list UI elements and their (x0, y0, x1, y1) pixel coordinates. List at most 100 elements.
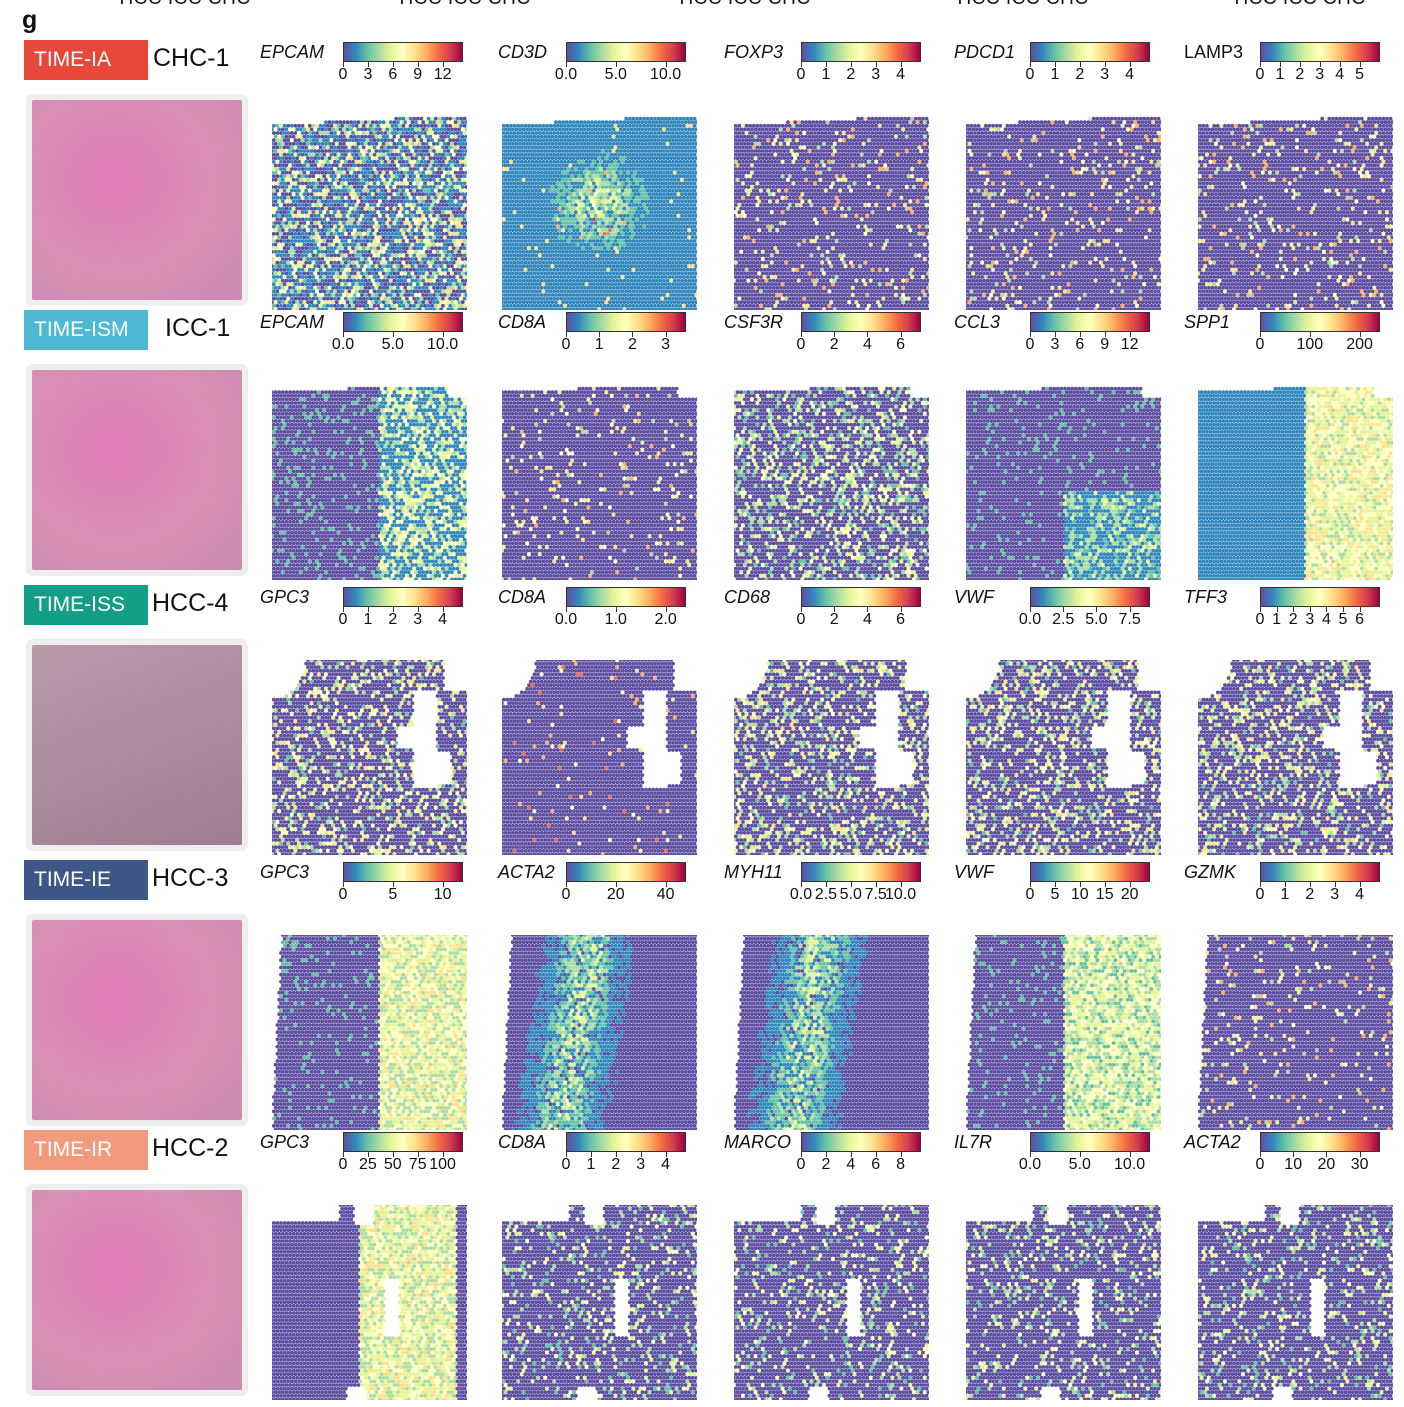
colorbar-tick-label: 6 (1355, 611, 1364, 629)
sample-name: HCC-2 (152, 1134, 228, 1163)
colorbar-tick-label: 1.0 (605, 611, 627, 629)
colorbar-tick-label: 1 (595, 336, 604, 354)
spatial-expression-map (1198, 115, 1393, 310)
spatial-expression-map (272, 935, 467, 1130)
colorbar-tick-label: 20 (1121, 886, 1139, 904)
colorbar-tick-label: 5.0 (1085, 611, 1107, 629)
gene-label: FOXP3 (724, 42, 783, 63)
colorbar (1260, 42, 1380, 62)
colorbar (1030, 1132, 1150, 1152)
he-stain-image (32, 920, 242, 1120)
column-group-header: HCC ICC CHC (1210, 0, 1390, 12)
spatial-expression-map (502, 385, 697, 580)
colorbar (566, 1132, 686, 1152)
gene-label: GPC3 (260, 862, 309, 883)
sample-name: HCC-3 (152, 864, 228, 893)
spatial-expression-map (966, 1205, 1161, 1400)
colorbar (801, 42, 921, 62)
colorbar-tick-label: 2 (628, 336, 637, 354)
colorbar-tick-label: 0.0 (332, 336, 354, 354)
gene-label: PDCD1 (954, 42, 1015, 63)
spatial-expression-map (1198, 935, 1393, 1130)
colorbar-tick-label: 1 (586, 1156, 595, 1174)
time-subtype-badge: TIME-IR (24, 1130, 148, 1170)
colorbar-tick-label: 12 (1121, 336, 1139, 354)
colorbar-tick-label: 9 (1100, 336, 1109, 354)
colorbar-tick-label: 40 (657, 886, 675, 904)
colorbar-tick-label: 4 (846, 1156, 855, 1174)
colorbar-tick-label: 0 (339, 1156, 348, 1174)
colorbar (1030, 587, 1150, 607)
colorbar-tick-label: 0 (797, 66, 806, 84)
gene-label: CD8A (498, 1132, 546, 1153)
colorbar-tick-label: 200 (1346, 336, 1373, 354)
gene-label: SPP1 (1184, 312, 1230, 333)
colorbar-tick-label: 5 (1050, 886, 1059, 904)
colorbar-tick-label: 7.5 (865, 886, 887, 904)
colorbar (343, 312, 463, 332)
colorbar-tick-label: 3 (363, 66, 372, 84)
colorbar (801, 312, 921, 332)
colorbar-tick-label: 2 (830, 611, 839, 629)
colorbar-tick-label: 30 (1351, 1156, 1369, 1174)
column-group-header: HCC ICC CHC (95, 0, 275, 12)
colorbar-tick-label: 5 (1339, 611, 1348, 629)
colorbar-tick-label: 0 (339, 611, 348, 629)
spatial-expression-map (734, 115, 929, 310)
colorbar-tick-label: 0.0 (555, 66, 577, 84)
colorbar-tick-label: 1 (1275, 66, 1284, 84)
sample-name: HCC-4 (152, 589, 228, 618)
colorbar (1260, 1132, 1380, 1152)
spatial-expression-map (1198, 660, 1393, 855)
colorbar-tick-label: 0 (1256, 1156, 1265, 1174)
colorbar-tick-label: 5.0 (605, 66, 627, 84)
colorbar (343, 862, 463, 882)
colorbar (566, 587, 686, 607)
spatial-expression-map (966, 935, 1161, 1130)
colorbar-tick-label: 4 (1355, 886, 1364, 904)
colorbar-tick-label: 4 (863, 336, 872, 354)
time-subtype-badge: TIME-IA (24, 40, 148, 80)
gene-label: GPC3 (260, 1132, 309, 1153)
colorbar-tick-label: 0 (562, 336, 571, 354)
column-group-header: HCC ICC CHC (655, 0, 835, 12)
colorbar-tick-label: 10 (1071, 886, 1089, 904)
colorbar-tick-label: 2.5 (815, 886, 837, 904)
gene-label: CD8A (498, 312, 546, 333)
colorbar-tick-label: 2 (611, 1156, 620, 1174)
colorbar (343, 587, 463, 607)
gene-label: ACTA2 (1184, 1132, 1241, 1153)
colorbar (566, 862, 686, 882)
colorbar-tick-label: 1 (1272, 611, 1281, 629)
colorbar (801, 587, 921, 607)
colorbar-tick-label: 0.0 (1019, 611, 1041, 629)
colorbar (1260, 862, 1380, 882)
gene-label: EPCAM (260, 42, 324, 63)
colorbar-tick-label: 75 (409, 1156, 427, 1174)
colorbar-tick-label: 0 (1256, 611, 1265, 629)
colorbar-tick-label: 100 (429, 1156, 456, 1174)
gene-label: TFF3 (1184, 587, 1227, 608)
gene-label: CD68 (724, 587, 770, 608)
colorbar-tick-label: 0 (797, 336, 806, 354)
gene-label: GPC3 (260, 587, 309, 608)
spatial-expression-map (272, 115, 467, 310)
colorbar-tick-label: 0 (339, 66, 348, 84)
colorbar-tick-label: 1 (1280, 886, 1289, 904)
spatial-expression-map (966, 385, 1161, 580)
spatial-expression-map (272, 385, 467, 580)
colorbar-tick-label: 0 (562, 886, 571, 904)
colorbar (1030, 312, 1150, 332)
colorbar-tick-label: 10.0 (1114, 1156, 1145, 1174)
colorbar-tick-label: 5 (1355, 66, 1364, 84)
spatial-expression-map (502, 935, 697, 1130)
colorbar (1260, 587, 1380, 607)
colorbar-tick-label: 1 (1050, 66, 1059, 84)
spatial-expression-map (734, 935, 929, 1130)
colorbar-tick-label: 3 (1305, 611, 1314, 629)
colorbar (343, 42, 463, 62)
colorbar-tick-label: 10.0 (427, 336, 458, 354)
colorbar-tick-label: 5.0 (840, 886, 862, 904)
colorbar-tick-label: 5.0 (382, 336, 404, 354)
spatial-expression-map (272, 660, 467, 855)
